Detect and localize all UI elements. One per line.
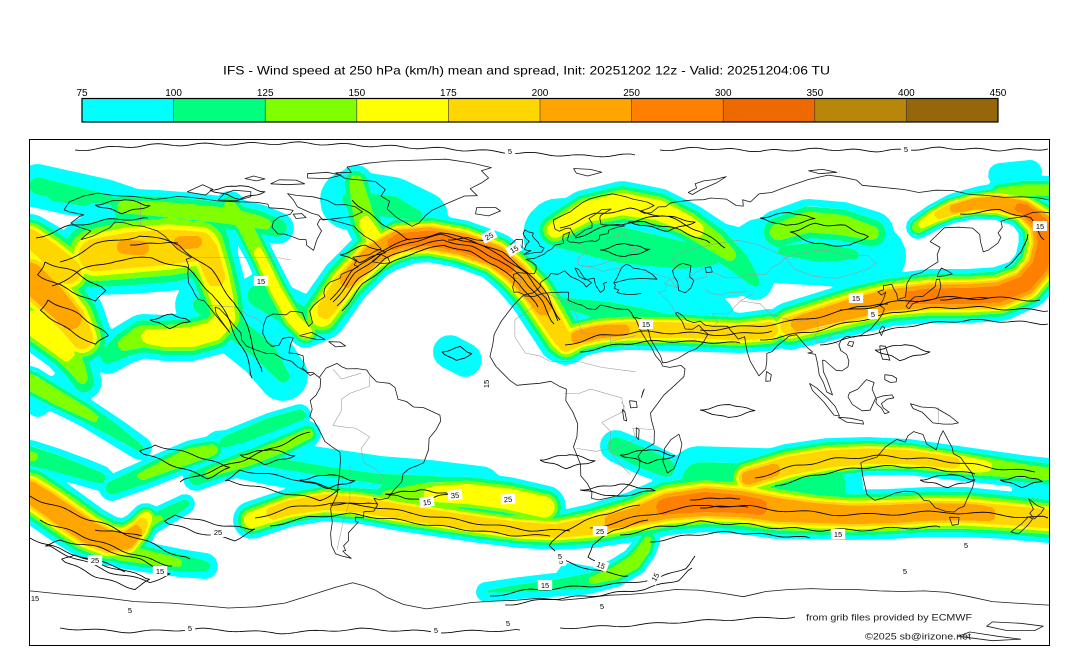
svg-text:5: 5 xyxy=(964,541,968,550)
svg-text:25: 25 xyxy=(483,231,495,243)
svg-text:5: 5 xyxy=(188,624,192,633)
svg-text:5: 5 xyxy=(903,567,907,576)
svg-text:15: 15 xyxy=(31,594,39,603)
svg-text:15: 15 xyxy=(482,380,491,388)
svg-text:250: 250 xyxy=(623,88,640,99)
svg-text:5: 5 xyxy=(600,602,604,611)
svg-text:5: 5 xyxy=(559,557,563,566)
svg-text:175: 175 xyxy=(440,88,457,99)
svg-text:450: 450 xyxy=(990,88,1007,99)
svg-text:5: 5 xyxy=(434,626,438,635)
svg-text:150: 150 xyxy=(348,88,365,99)
svg-text:75: 75 xyxy=(76,88,88,99)
svg-text:15: 15 xyxy=(508,243,520,255)
svg-text:125: 125 xyxy=(257,88,274,99)
svg-text:from grib files provided by EC: from grib files provided by ECMWF xyxy=(806,613,972,624)
svg-text:400: 400 xyxy=(898,88,915,99)
svg-text:5: 5 xyxy=(904,145,908,154)
svg-text:IFS - Wind speed at 250 hPa (k: IFS - Wind speed at 250 hPa (km/h) mean … xyxy=(223,64,830,78)
svg-text:15: 15 xyxy=(257,277,265,286)
svg-text:15: 15 xyxy=(642,320,650,329)
svg-text:5: 5 xyxy=(508,147,512,156)
svg-text:25: 25 xyxy=(91,556,99,565)
svg-text:©2025 sb@irizone.net: ©2025 sb@irizone.net xyxy=(865,632,972,642)
svg-text:15: 15 xyxy=(1036,222,1044,231)
svg-text:25: 25 xyxy=(504,495,513,505)
svg-text:15: 15 xyxy=(156,567,164,576)
svg-text:15: 15 xyxy=(595,560,606,571)
svg-text:5: 5 xyxy=(871,310,875,319)
svg-text:200: 200 xyxy=(532,88,549,99)
svg-text:350: 350 xyxy=(806,88,823,99)
svg-text:15: 15 xyxy=(852,294,860,303)
svg-text:5: 5 xyxy=(128,606,132,615)
svg-text:15: 15 xyxy=(422,497,432,507)
svg-text:100: 100 xyxy=(165,88,182,99)
svg-text:15: 15 xyxy=(649,571,661,583)
svg-text:300: 300 xyxy=(715,88,732,99)
svg-text:25: 25 xyxy=(596,527,604,536)
svg-text:15: 15 xyxy=(541,581,549,590)
svg-text:35: 35 xyxy=(450,491,459,501)
svg-text:5: 5 xyxy=(558,552,562,561)
svg-text:5: 5 xyxy=(506,619,510,628)
svg-text:15: 15 xyxy=(834,530,842,539)
svg-text:25: 25 xyxy=(214,528,222,537)
